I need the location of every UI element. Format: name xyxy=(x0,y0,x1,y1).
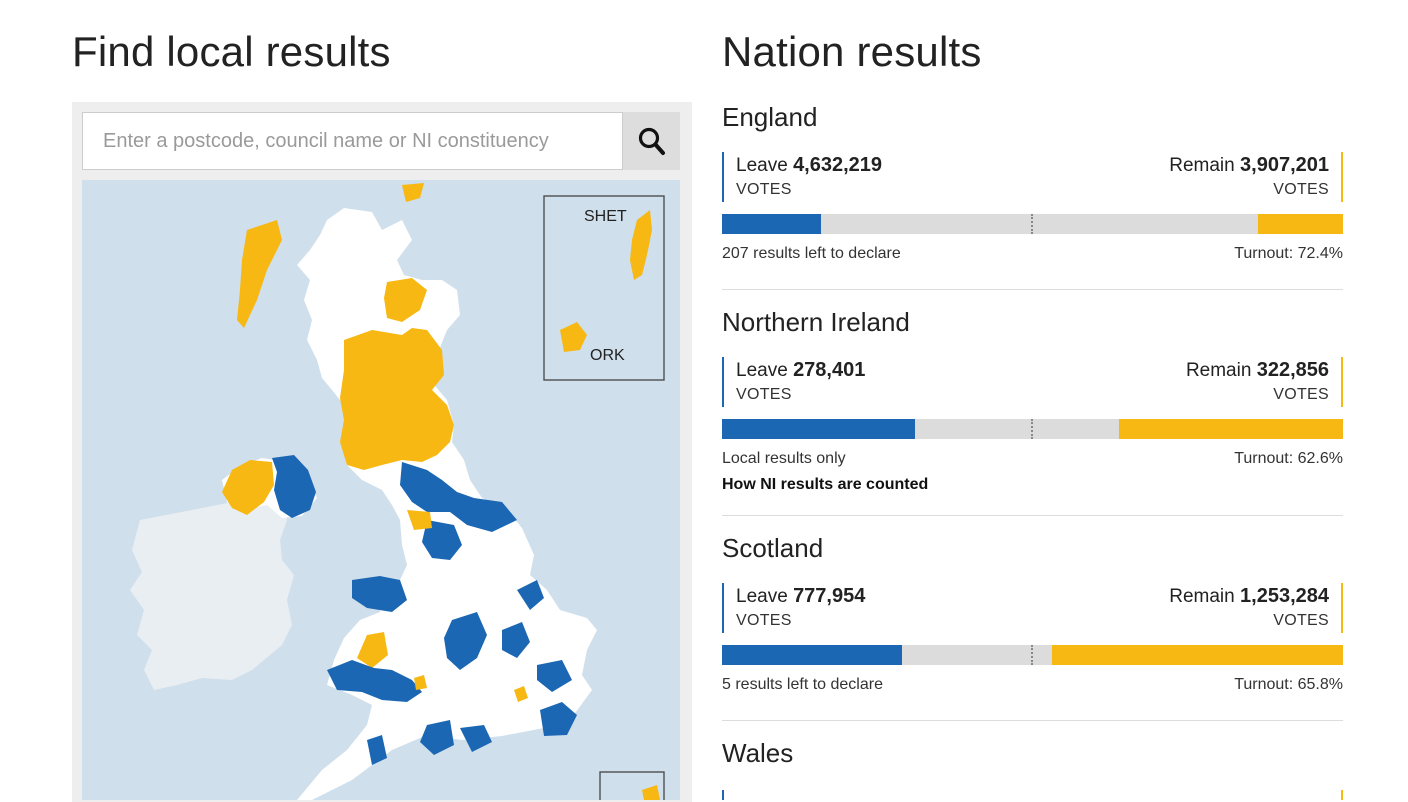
nation-name: Wales xyxy=(722,738,794,768)
remain-votes-unit: VOTES xyxy=(1273,386,1329,403)
turnout: Turnout: 62.6% xyxy=(1234,450,1343,467)
nation-name: Northern Ireland xyxy=(722,307,910,337)
bristol-remain[interactable] xyxy=(414,675,427,690)
nation-card-scotland: Scotland Leave 777,954 VOTES Remain 1,25… xyxy=(722,533,1343,723)
remain-total: Remain 1,253,284 VOTES xyxy=(1169,583,1343,633)
divider xyxy=(722,720,1343,721)
east-anglia-leave[interactable] xyxy=(537,660,572,692)
nation-name: Scotland xyxy=(722,533,824,563)
nation-card-northern-ireland: Northern Ireland Leave 278,401 VOTES Rem… xyxy=(722,307,1343,507)
nation-results-title: Nation results xyxy=(722,28,982,75)
devon-leave[interactable] xyxy=(367,735,387,765)
scotland-remain-areas[interactable] xyxy=(340,328,454,470)
inset-label-orkney: ORK xyxy=(590,347,625,364)
aberdeenshire-remain[interactable] xyxy=(384,278,427,322)
wales-remain-areas[interactable] xyxy=(357,632,388,668)
remain-total: Remain 322,856 VOTES xyxy=(1186,357,1343,407)
east-midlands-leave[interactable] xyxy=(502,622,530,658)
orkney-remain[interactable] xyxy=(560,322,587,352)
search-button[interactable] xyxy=(623,112,680,170)
western-isles-remain[interactable] xyxy=(402,183,424,202)
search-icon xyxy=(638,127,665,155)
turnout: Turnout: 65.8% xyxy=(1234,676,1343,693)
result-bar xyxy=(722,645,1343,665)
yorkshire-leave[interactable] xyxy=(422,520,462,560)
uk-results-map[interactable]: SHET ORK xyxy=(82,180,680,800)
remain-votes: 1,253,284 xyxy=(1240,585,1329,607)
leave-label: Leave xyxy=(736,155,788,176)
remain-bar-fill xyxy=(1257,214,1343,234)
leave-votes: 777,954 xyxy=(793,585,866,607)
map-panel: SHET ORK xyxy=(72,102,692,802)
remain-total: Remain 3,907,201 VOTES xyxy=(1169,152,1343,202)
leave-bar-fill xyxy=(722,645,903,665)
ni-counting-info-link[interactable]: How NI results are counted xyxy=(722,476,929,493)
results-status: 207 results left to declare xyxy=(722,245,901,262)
results-status: Local results only xyxy=(722,450,846,467)
ni-remain-areas[interactable] xyxy=(222,460,274,515)
remain-bar-fill xyxy=(1118,419,1343,439)
result-bar xyxy=(722,214,1343,234)
nation-card-wales: Wales xyxy=(722,738,1343,800)
search-input[interactable] xyxy=(82,112,623,170)
highland-remain[interactable] xyxy=(237,220,282,328)
remain-label: Remain xyxy=(1169,155,1235,176)
hampshire-leave[interactable] xyxy=(460,725,492,752)
results-status: 5 results left to declare xyxy=(722,676,883,693)
leave-total: Leave 4,632,219 VOTES xyxy=(722,152,882,202)
result-bar xyxy=(722,419,1343,439)
wales-leave-areas[interactable] xyxy=(327,660,422,702)
remain-label: Remain xyxy=(1169,586,1235,607)
ni-leave-areas[interactable] xyxy=(272,455,316,518)
remain-votes-unit: VOTES xyxy=(1273,612,1329,629)
remain-label: Remain xyxy=(1185,360,1252,381)
remain-votes-unit: VOTES xyxy=(1273,181,1329,198)
divider xyxy=(722,289,1343,290)
leave-bar-fill xyxy=(722,419,915,439)
shetland-remain[interactable] xyxy=(630,210,652,280)
north-wales-leave[interactable] xyxy=(352,576,407,612)
london-remain[interactable] xyxy=(514,686,528,702)
inset-label-shetland: SHET xyxy=(584,208,627,225)
leave-votes-unit: VOTES xyxy=(736,386,792,403)
leave-votes: 278,401 xyxy=(793,359,866,381)
search-box xyxy=(82,112,680,170)
leave-bar-fill xyxy=(722,214,822,234)
leave-total: Leave 278,401 VOTES xyxy=(722,357,865,407)
lincolnshire-leave[interactable] xyxy=(517,580,544,610)
majority-line xyxy=(1031,419,1033,439)
remain-votes: 322,856 xyxy=(1256,359,1329,381)
midlands-leave[interactable] xyxy=(444,612,487,670)
leave-votes: 4,632,219 xyxy=(793,154,883,176)
leave-votes-unit: VOTES xyxy=(736,612,792,629)
leave-votes-unit: VOTES xyxy=(736,181,792,198)
majority-line xyxy=(1031,645,1033,665)
channel-islands-remain[interactable] xyxy=(642,785,660,800)
orkney-shetland-inset xyxy=(543,195,665,381)
ireland-landmass xyxy=(130,490,294,690)
find-local-results-title: Find local results xyxy=(72,28,391,75)
nation-card-england: England Leave 4,632,219 VOTES Remain 3,9… xyxy=(722,102,1343,292)
majority-line xyxy=(1031,214,1033,234)
divider xyxy=(722,515,1343,516)
kent-leave[interactable] xyxy=(540,702,577,736)
south-coast-leave[interactable] xyxy=(420,720,454,755)
north-east-leave[interactable] xyxy=(400,462,517,532)
leave-total: Leave 777,954 VOTES xyxy=(722,583,865,633)
leave-label: Leave xyxy=(736,360,788,381)
remain-votes: 3,907,201 xyxy=(1240,154,1329,176)
nation-name: England xyxy=(722,102,818,132)
leave-label: Leave xyxy=(736,586,788,607)
cumbria-remain[interactable] xyxy=(407,510,432,530)
remain-bar-fill xyxy=(1051,645,1343,665)
turnout: Turnout: 72.4% xyxy=(1234,245,1343,262)
